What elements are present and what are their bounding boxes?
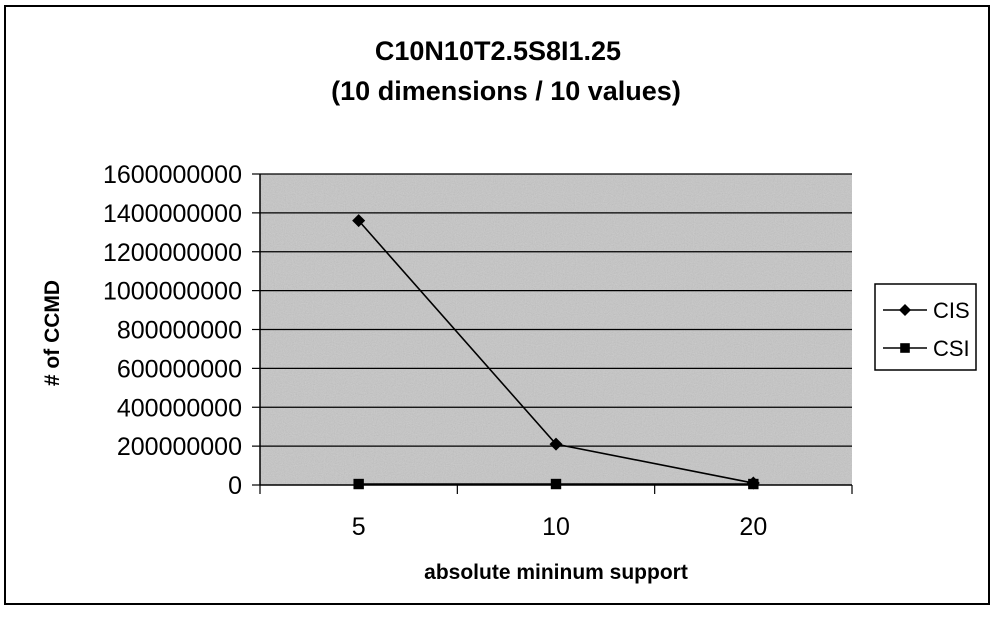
legend-marker-diamond — [899, 304, 911, 316]
legend-box — [874, 283, 977, 371]
legend-marker-square — [900, 343, 910, 353]
legend-entry: CIS — [883, 298, 970, 323]
data-point-diamond — [352, 214, 366, 228]
y-tick-label: 1200000000 — [103, 239, 242, 267]
data-point-diamond — [549, 437, 563, 451]
legend-entry: CSI — [883, 336, 970, 361]
y-tick-label: 200000000 — [117, 433, 242, 461]
data-point-square — [748, 478, 759, 490]
chart-title: C10N10T2.5S8I1.25 — [375, 36, 621, 66]
legend-label: CSI — [933, 336, 970, 361]
y-tick-label: 800000000 — [117, 317, 242, 345]
y-tick-label: 1400000000 — [103, 200, 242, 228]
x-axis-label: absolute mininum support — [424, 561, 688, 584]
y-tick-label: 400000000 — [117, 394, 242, 422]
x-tick-labels: 5 10 20 — [352, 513, 768, 541]
data-point-square — [550, 478, 562, 490]
series-cis — [352, 214, 760, 490]
x-tick-label: 20 — [739, 513, 767, 541]
series-csi — [353, 478, 759, 490]
chart-subtitle: (10 dimensions / 10 values) — [331, 76, 681, 106]
x-tick-label: 10 — [542, 513, 570, 541]
legend-label: CIS — [933, 298, 970, 323]
y-tick-labels: 0 200000000 400000000 600000000 800000000 100… — [103, 161, 242, 500]
y-tick-label: 0 — [228, 472, 242, 500]
legend: CIS CSI — [874, 283, 977, 371]
y-tick-label: 600000000 — [117, 355, 242, 383]
y-axis-label: # of CCMD — [41, 280, 64, 386]
gridlines — [260, 173, 852, 447]
data-point-square — [353, 478, 364, 490]
y-tick-label: 1600000000 — [103, 161, 242, 189]
series — [352, 214, 760, 490]
legend-items: CIS CSI — [883, 298, 970, 361]
x-tick-label: 5 — [352, 513, 366, 541]
y-tick-label: 1000000000 — [103, 278, 242, 306]
